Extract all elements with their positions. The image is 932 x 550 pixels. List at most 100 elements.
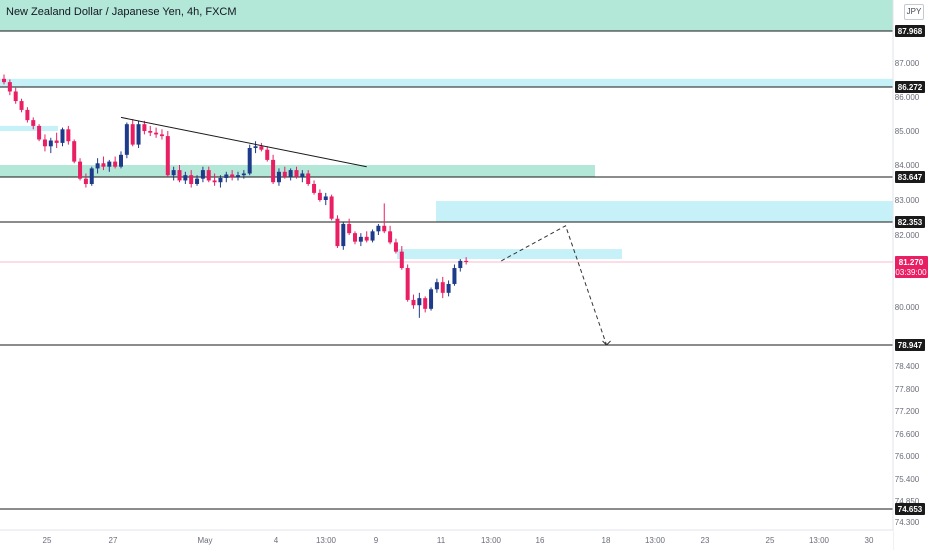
zones-layer <box>0 0 893 260</box>
candle-body <box>183 175 188 181</box>
candle-body <box>206 170 211 181</box>
candle-body <box>165 136 170 176</box>
candle-body <box>83 178 88 185</box>
y-tick-label: 84.000 <box>895 161 920 170</box>
y-tick-label: 85.000 <box>895 127 920 136</box>
candle-body <box>452 268 457 284</box>
trendline <box>120 116 367 168</box>
candle-body <box>200 170 205 179</box>
candle-body <box>136 124 141 145</box>
candle-body <box>189 175 194 185</box>
candle-body <box>212 180 217 183</box>
x-tick-label: 13:00 <box>645 536 666 545</box>
candle-body <box>358 236 363 242</box>
currency-badge[interactable]: JPY <box>904 4 924 20</box>
candle-body <box>423 298 428 309</box>
candle-body <box>13 91 18 102</box>
candle-body <box>142 124 147 131</box>
y-tick-label: 74.300 <box>895 518 920 527</box>
candle-body <box>393 242 398 252</box>
candle-body <box>276 171 281 183</box>
candle-body <box>89 168 94 185</box>
candle-body <box>42 139 47 147</box>
candle-body <box>288 170 293 177</box>
x-tick-label: 11 <box>437 536 446 545</box>
candle-body <box>458 260 463 269</box>
candle-body <box>130 124 135 145</box>
level-badge <box>895 503 925 515</box>
candle-body <box>294 170 299 177</box>
level-badge-label: 74.653 <box>898 505 923 514</box>
candle-body <box>434 282 439 290</box>
candle-body <box>370 231 375 241</box>
y-tick-label: 77.200 <box>895 407 920 416</box>
candle-body <box>107 161 112 167</box>
candle-body <box>353 233 357 242</box>
candle-body <box>329 196 334 219</box>
candle-body <box>72 141 77 162</box>
candle-body <box>364 236 369 241</box>
candle-body <box>417 298 422 306</box>
candle-body <box>341 223 346 247</box>
candle-body <box>224 174 229 178</box>
candle-body <box>218 177 223 183</box>
candle-body <box>253 146 258 148</box>
symbol-title: New Zealand Dollar / Japanese Yen, 4h, F… <box>6 6 237 18</box>
candle-body <box>241 173 246 176</box>
candle-body <box>48 140 53 147</box>
time-axis-bg <box>0 530 893 550</box>
candle-body <box>271 159 276 183</box>
y-tick-label: 75.400 <box>895 475 920 484</box>
y-tick-label: 83.000 <box>895 196 920 205</box>
x-tick-label: 13:00 <box>809 536 830 545</box>
level-badge-label: 87.968 <box>898 27 923 36</box>
levels-layer <box>0 30 893 510</box>
x-tick-label: 16 <box>536 536 545 545</box>
candle-body <box>54 140 59 143</box>
candle-body <box>101 163 106 167</box>
drawings-layer <box>120 116 611 346</box>
candle-body <box>171 170 176 176</box>
candle-body <box>113 161 118 167</box>
x-tick-label: 27 <box>109 536 118 545</box>
candle-body <box>78 161 83 179</box>
candle-body <box>37 125 42 140</box>
candle-body <box>265 149 270 160</box>
y-tick-label: 82.000 <box>895 231 920 240</box>
candle-body <box>317 192 322 200</box>
candle-body <box>382 225 387 232</box>
y-tick-label: 74.850 <box>895 497 920 506</box>
current-price-countdown: 03:39:00 <box>895 268 927 277</box>
projection-path <box>501 225 608 346</box>
projection-arrowhead <box>602 340 611 346</box>
level-badge-label: 82.353 <box>898 218 923 227</box>
candle-body <box>230 174 235 177</box>
level-badge-label: 86.272 <box>898 83 923 92</box>
candle-body <box>124 124 129 155</box>
x-tick-label: May <box>197 536 212 545</box>
candle-body <box>388 231 393 243</box>
x-tick-label: 30 <box>865 536 874 545</box>
candle-body <box>2 78 6 83</box>
y-tick-label: 80.000 <box>895 303 920 312</box>
candle-body <box>429 289 434 309</box>
y-tick-label: 76.600 <box>895 430 920 439</box>
level-badge <box>895 216 925 228</box>
candle-body <box>335 218 340 247</box>
x-tick-label: 23 <box>701 536 710 545</box>
candle-body <box>7 82 12 92</box>
candle-body <box>148 131 153 133</box>
candle-body <box>19 101 24 110</box>
zone-supply-0 <box>0 0 893 31</box>
candle-body <box>25 109 30 121</box>
x-tick-label: 18 <box>602 536 611 545</box>
x-tick-label: 13:00 <box>481 536 502 545</box>
candle-body <box>306 173 311 185</box>
zone-supply-1 <box>0 78 893 87</box>
level-badge <box>895 25 925 37</box>
level-badge-label: 83.647 <box>898 173 923 182</box>
candle-body <box>300 173 305 177</box>
y-tick-label: 87.000 <box>895 59 920 68</box>
